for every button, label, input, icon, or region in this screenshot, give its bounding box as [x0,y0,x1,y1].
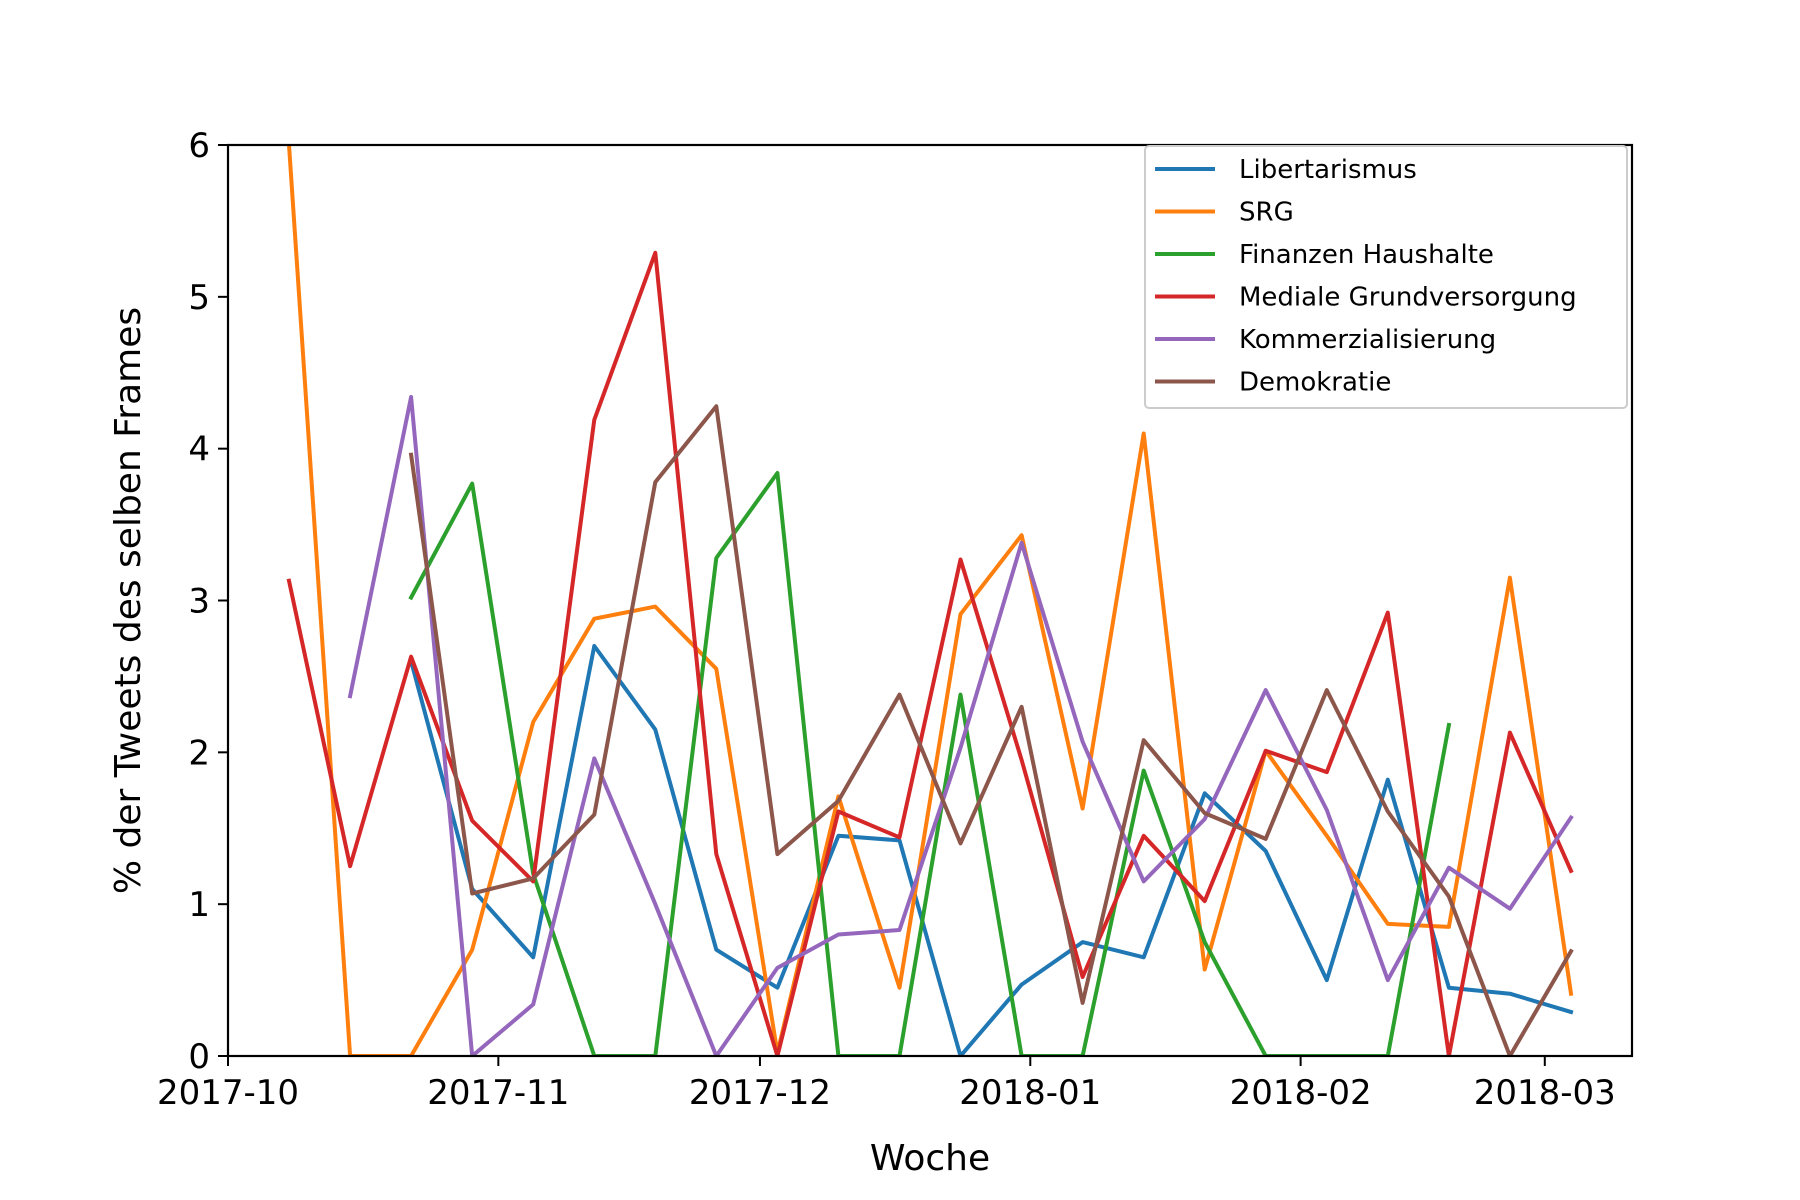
series-line-5 [347,395,1574,1056]
legend-label: Mediale Grundversorgung [1239,283,1577,313]
x-tick-label: 2017-10 [157,1073,299,1113]
x-tick-label: 2018-01 [959,1073,1101,1113]
legend-label: SRG [1239,198,1294,228]
y-tick-label: 3 [188,582,210,622]
legend-label: Demokratie [1239,368,1391,398]
legend-box [1144,145,1628,409]
x-tick-label: 2017-12 [689,1073,831,1113]
y-tick-label: 2 [188,733,210,773]
x-axis-label: Woche [870,1138,990,1179]
axis-ticks: 0 1 2 3 4 5 6 2017-10 2017-11 2017-12 2018-01 2018-… [157,126,1616,1113]
series-line-2 [286,145,1574,1056]
y-tick-label: 4 [188,430,210,470]
y-tick-label: 1 [188,885,210,925]
y-tick-label: 0 [188,1037,210,1077]
legend-label: Kommerzialisierung [1239,325,1496,355]
legend-label: Finanzen Haushalte [1239,240,1494,270]
y-tick-label: 6 [188,126,210,166]
x-tick-label: 2018-02 [1230,1073,1372,1113]
series-line-6 [408,404,1574,1056]
series-line-1 [408,644,1574,1056]
y-tick-label: 5 [188,278,210,318]
series-line-3 [408,471,1452,1056]
x-tick-label: 2017-11 [427,1073,569,1113]
legend: Libertarismus SRG Finanzen Haushalte Medial… [1144,145,1628,409]
series-line-4 [286,250,1574,1056]
series-lines [286,145,1574,1056]
legend-label: Libertarismus [1239,155,1417,185]
x-tick-label: 2018-03 [1474,1073,1616,1113]
y-axis-label: % der Tweets des selben Frames [108,307,149,894]
